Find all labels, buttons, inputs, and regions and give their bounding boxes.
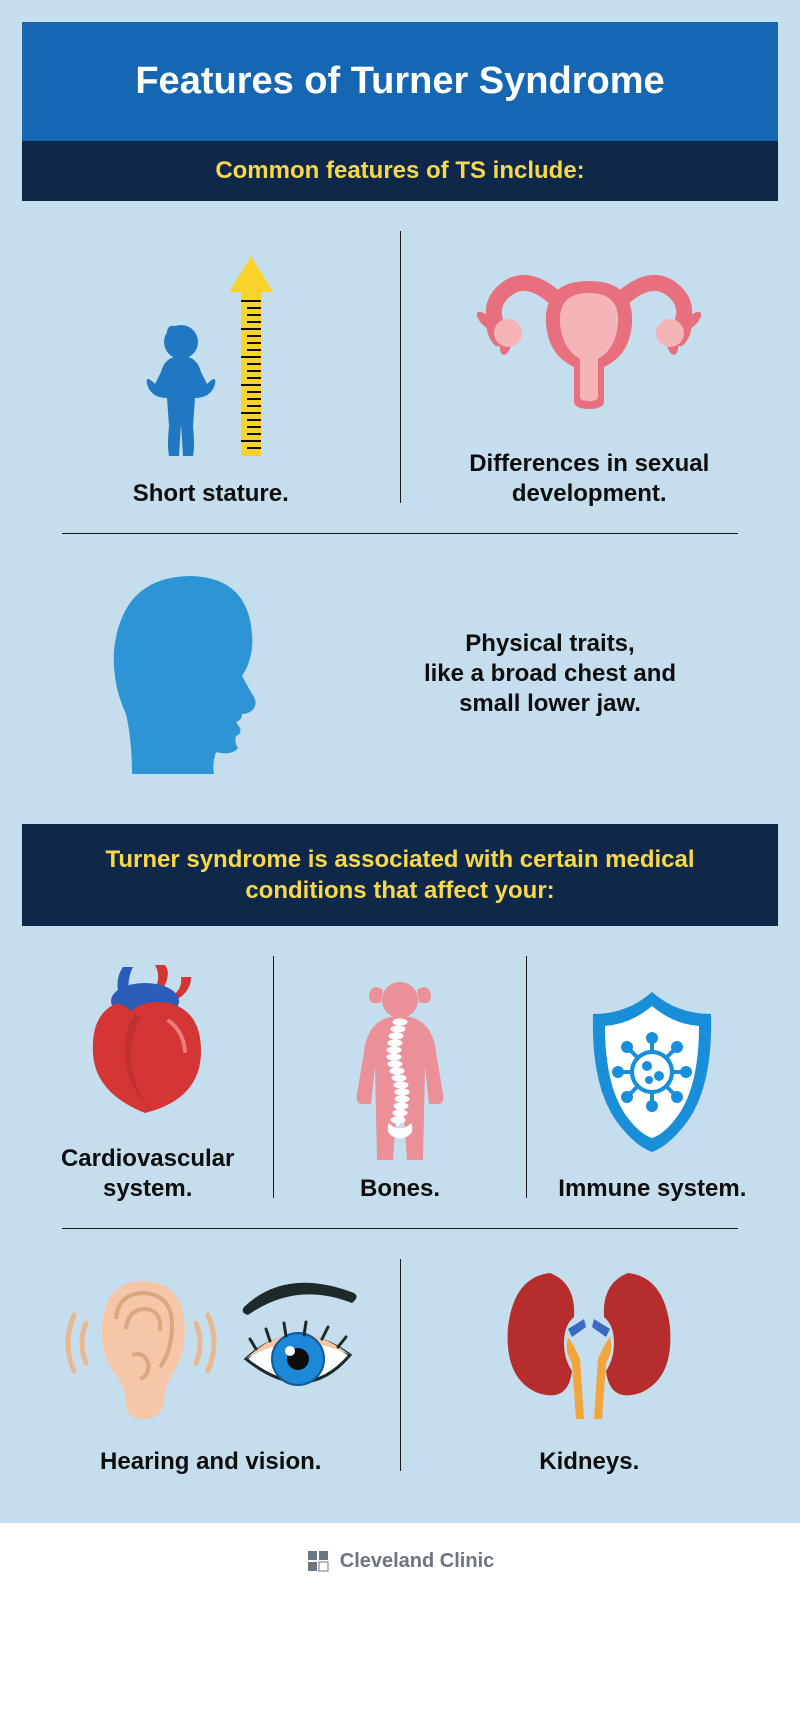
section1-heading-bar: Common features of TS include: — [22, 141, 778, 201]
cell-uterus: Differences in sexual development. — [401, 201, 779, 533]
shield-icon — [577, 986, 727, 1156]
label-shield: Immune system. — [558, 1174, 746, 1204]
section2-row1: Cardiovascular system. — [22, 926, 778, 1228]
cell-ear-eye: Hearing and vision. — [22, 1229, 400, 1501]
section1-heading: Common features of TS include: — [215, 157, 584, 184]
kidneys-icon — [494, 1259, 684, 1429]
label-ear-eye: Hearing and vision. — [100, 1447, 321, 1477]
label-short-stature: Short stature. — [133, 479, 289, 509]
label-uterus: Differences in sexual development. — [419, 449, 761, 509]
head-profile-icon — [62, 564, 322, 784]
cell-shield: Immune system. — [527, 926, 778, 1228]
title-bar: Features of Turner Syndrome — [22, 22, 778, 141]
infographic-container: Features of Turner Syndrome Common featu… — [0, 0, 800, 1523]
footer: Cleveland Clinic — [0, 1523, 800, 1599]
title-text: Features of Turner Syndrome — [135, 60, 664, 102]
bones-icon — [335, 986, 465, 1156]
label-kidneys: Kidneys. — [539, 1447, 639, 1477]
cell-bones: Bones. — [274, 926, 525, 1228]
section1-row2: Physical traits, like a broad chest and … — [22, 534, 778, 824]
section2-row2: Hearing and vision. — [22, 1229, 778, 1501]
label-physical: Physical traits, like a broad chest and … — [362, 629, 738, 719]
infographic-inner: Features of Turner Syndrome Common featu… — [22, 22, 778, 1501]
label-bones: Bones. — [360, 1174, 440, 1204]
section1-row1: Short stature. — [22, 201, 778, 533]
cleveland-clinic-logo-icon — [306, 1549, 330, 1573]
footer-brand: Cleveland Clinic — [340, 1550, 495, 1573]
heart-icon — [73, 956, 223, 1126]
label-heart: Cardiovascular system. — [34, 1144, 261, 1204]
short-stature-icon — [111, 261, 311, 461]
cell-short-stature: Short stature. — [22, 201, 400, 533]
uterus-icon — [474, 231, 704, 431]
section2-heading: Turner syndrome is associated with certa… — [105, 846, 694, 904]
cell-kidneys: Kidneys. — [401, 1229, 779, 1501]
cell-heart: Cardiovascular system. — [22, 926, 273, 1228]
section2-heading-bar: Turner syndrome is associated with certa… — [22, 824, 778, 926]
ear-eye-icon — [56, 1259, 366, 1429]
